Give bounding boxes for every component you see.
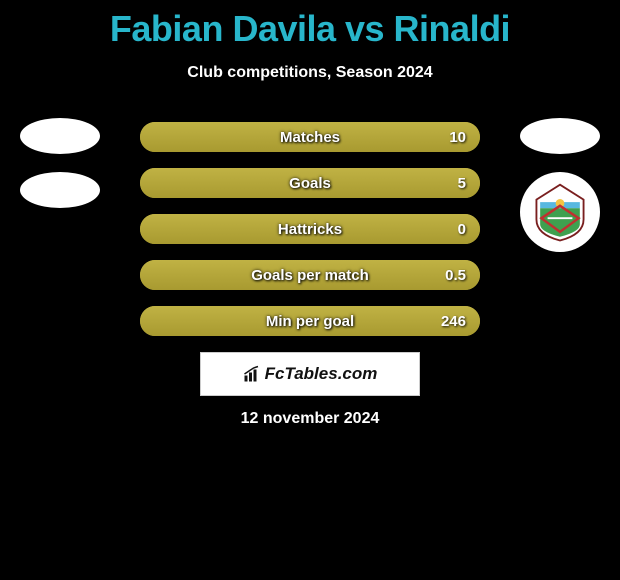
page-title: Fabian Davila vs Rinaldi xyxy=(0,0,620,50)
club-crest-icon xyxy=(529,181,591,243)
stat-row-goals: Goals 5 xyxy=(140,168,480,198)
player-left-badge-1 xyxy=(20,118,100,154)
player-left-badge-2 xyxy=(20,172,100,208)
stat-value: 5 xyxy=(458,168,466,198)
date-text: 12 november 2024 xyxy=(0,410,620,428)
left-badges-container xyxy=(20,118,100,226)
stat-value: 10 xyxy=(449,122,466,152)
subtitle: Club competitions, Season 2024 xyxy=(0,64,620,82)
stat-value: 0.5 xyxy=(445,260,466,290)
stat-label: Min per goal xyxy=(140,306,480,336)
stat-row-hattricks: Hattricks 0 xyxy=(140,214,480,244)
player-right-badge-1 xyxy=(520,118,600,154)
club-crest xyxy=(520,172,600,252)
stat-label: Hattricks xyxy=(140,214,480,244)
stats-bars: Matches 10 Goals 5 Hattricks 0 Goals per… xyxy=(140,122,480,352)
bar-chart-icon xyxy=(243,365,261,383)
stat-label: Goals xyxy=(140,168,480,198)
stat-row-min-per-goal: Min per goal 246 xyxy=(140,306,480,336)
stat-label: Matches xyxy=(140,122,480,152)
fctables-branding[interactable]: FcTables.com xyxy=(200,352,420,396)
stat-value: 246 xyxy=(441,306,466,336)
right-badges-container xyxy=(520,118,600,252)
stat-row-goals-per-match: Goals per match 0.5 xyxy=(140,260,480,290)
stat-label: Goals per match xyxy=(140,260,480,290)
stat-value: 0 xyxy=(458,214,466,244)
stat-row-matches: Matches 10 xyxy=(140,122,480,152)
fctables-text: FcTables.com xyxy=(265,364,378,384)
